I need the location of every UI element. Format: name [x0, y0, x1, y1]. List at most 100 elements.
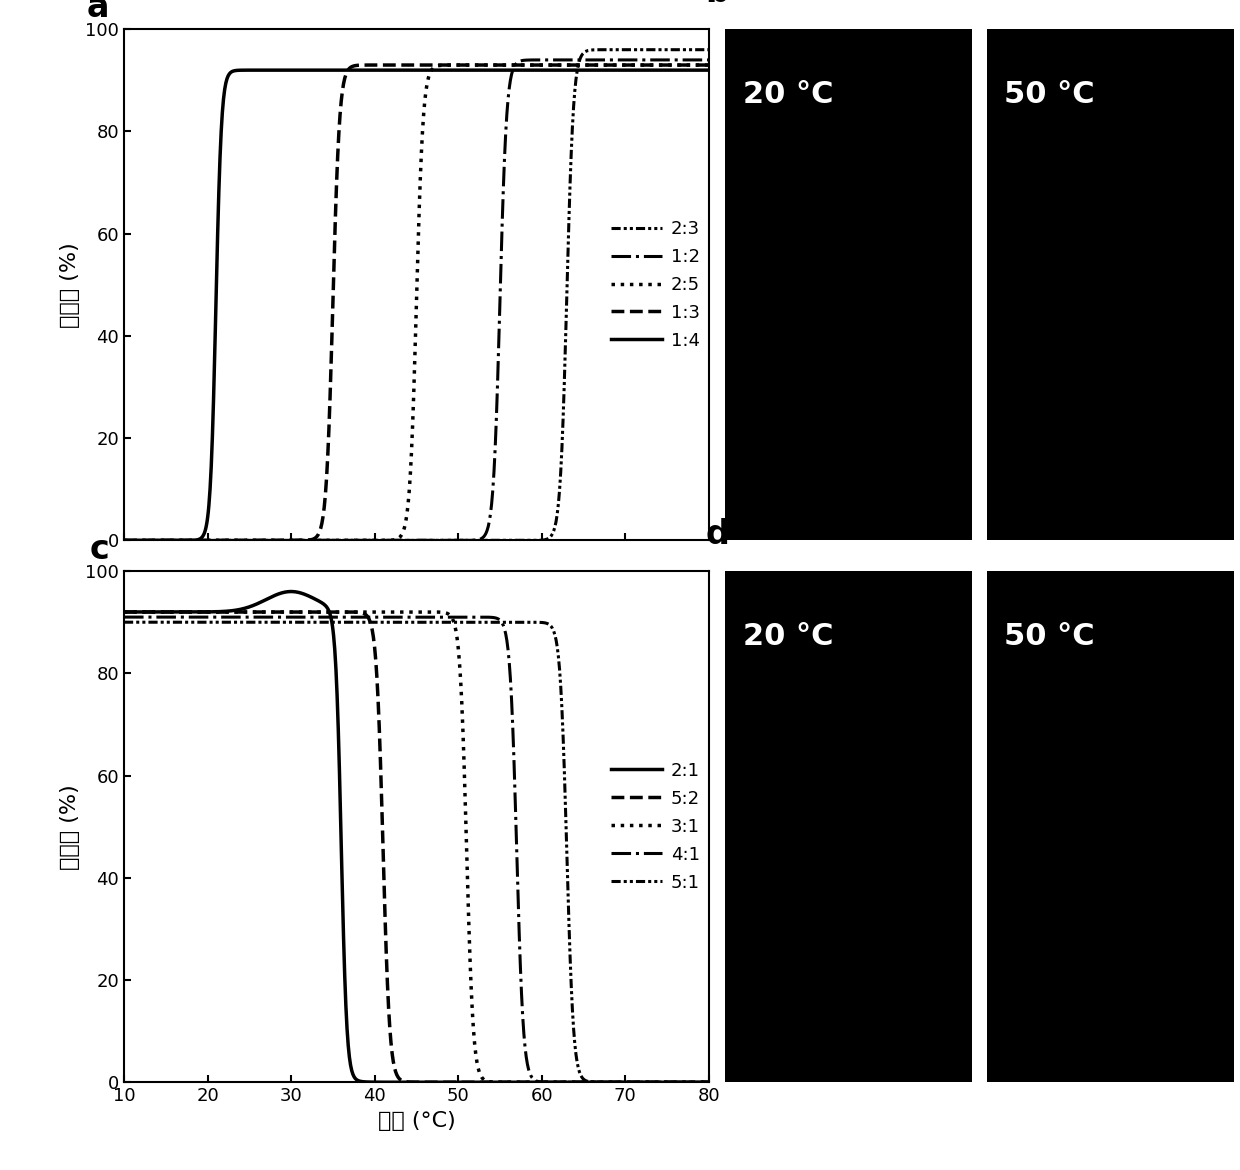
1:3	[702, 58, 717, 73]
Line: 1:3: 1:3	[124, 66, 709, 541]
Text: d: d	[706, 517, 729, 551]
1:3	[573, 58, 588, 73]
Text: a: a	[87, 0, 109, 25]
5:1	[583, 1075, 598, 1089]
5:1	[573, 1067, 588, 1081]
3:1	[176, 605, 191, 619]
Line: 5:2: 5:2	[124, 612, 709, 1082]
2:5	[353, 534, 368, 548]
4:1	[353, 610, 368, 624]
4:1	[518, 1045, 533, 1059]
2:1	[353, 1074, 368, 1088]
Line: 1:4: 1:4	[124, 70, 709, 541]
1:4	[573, 63, 588, 77]
Line: 2:3: 2:3	[124, 49, 709, 541]
5:2	[117, 605, 131, 619]
1:3	[176, 534, 191, 548]
5:1	[683, 1075, 698, 1089]
2:5	[573, 58, 588, 73]
2:1	[573, 1075, 588, 1089]
2:1	[702, 1075, 717, 1089]
Text: b: b	[706, 0, 729, 9]
2:3	[353, 534, 368, 548]
1:3	[117, 534, 131, 548]
2:3	[374, 534, 389, 548]
1:4	[702, 63, 717, 77]
Legend: 2:3, 1:2, 2:5, 1:3, 1:4: 2:3, 1:2, 2:5, 1:3, 1:4	[611, 220, 699, 350]
4:1	[573, 1075, 588, 1089]
2:3	[117, 534, 131, 548]
2:1	[584, 1075, 599, 1089]
5:2	[518, 1075, 533, 1089]
5:2	[584, 1075, 599, 1089]
2:5	[374, 534, 389, 548]
3:1	[573, 1075, 588, 1089]
5:2	[498, 1075, 513, 1089]
Line: 2:5: 2:5	[124, 66, 709, 541]
Text: 20 °C: 20 °C	[743, 622, 833, 652]
2:3	[573, 51, 588, 66]
X-axis label: 温度 (°C): 温度 (°C)	[377, 1110, 455, 1130]
3:1	[353, 605, 368, 619]
2:5	[176, 534, 191, 548]
1:2	[518, 53, 533, 67]
2:5	[584, 58, 599, 73]
5:2	[374, 791, 389, 805]
Legend: 2:1, 5:2, 3:1, 4:1, 5:1: 2:1, 5:2, 3:1, 4:1, 5:1	[611, 762, 699, 892]
Text: 50 °C: 50 °C	[1004, 81, 1095, 109]
5:2	[573, 1075, 588, 1089]
5:1	[117, 615, 131, 629]
4:1	[702, 1075, 717, 1089]
5:1	[518, 615, 533, 629]
1:2	[353, 534, 368, 548]
1:3	[449, 58, 464, 73]
5:2	[176, 605, 191, 619]
2:1	[374, 1075, 389, 1089]
5:2	[353, 606, 368, 620]
4:1	[632, 1075, 647, 1089]
Line: 4:1: 4:1	[124, 617, 709, 1082]
1:2	[615, 53, 630, 67]
2:1	[518, 1075, 533, 1089]
4:1	[583, 1075, 598, 1089]
1:2	[583, 53, 598, 67]
1:2	[176, 534, 191, 548]
3:1	[374, 605, 389, 619]
5:2	[702, 1075, 717, 1089]
2:3	[702, 42, 717, 56]
1:2	[573, 53, 588, 67]
1:4	[518, 63, 533, 77]
3:1	[582, 1075, 596, 1089]
2:5	[702, 58, 717, 73]
1:4	[353, 63, 368, 77]
3:1	[518, 1075, 533, 1089]
4:1	[374, 610, 389, 624]
2:3	[683, 42, 698, 56]
3:1	[702, 1075, 717, 1089]
Y-axis label: 透明度 (%): 透明度 (%)	[60, 784, 79, 869]
1:4	[584, 63, 599, 77]
1:2	[702, 53, 717, 67]
Line: 2:1: 2:1	[124, 592, 709, 1082]
1:2	[117, 534, 131, 548]
2:1	[284, 585, 299, 599]
1:3	[518, 58, 533, 73]
1:4	[117, 534, 131, 548]
2:3	[176, 534, 191, 548]
Text: 50 °C: 50 °C	[1004, 622, 1095, 652]
1:4	[176, 534, 191, 548]
1:4	[374, 63, 389, 77]
2:5	[518, 58, 533, 73]
Line: 3:1: 3:1	[124, 612, 709, 1082]
Line: 5:1: 5:1	[124, 622, 709, 1082]
5:1	[374, 615, 389, 629]
2:3	[583, 43, 598, 57]
2:5	[532, 58, 547, 73]
Text: 20 °C: 20 °C	[743, 81, 833, 109]
2:1	[176, 605, 191, 619]
5:1	[702, 1075, 717, 1089]
2:3	[518, 534, 533, 548]
Line: 1:2: 1:2	[124, 60, 709, 541]
2:5	[117, 534, 131, 548]
1:2	[374, 534, 389, 548]
